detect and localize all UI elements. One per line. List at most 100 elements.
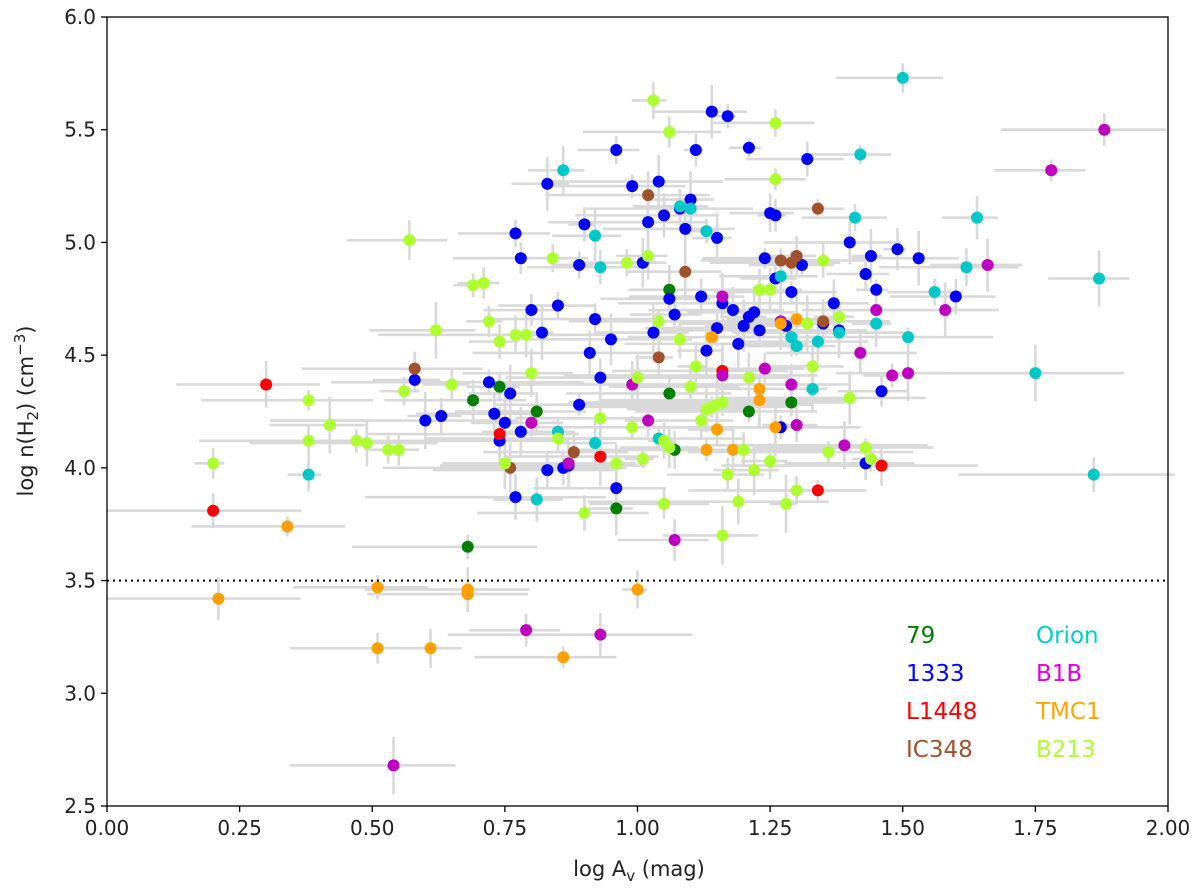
data-point-79 (467, 394, 480, 407)
data-point-1333 (604, 333, 617, 346)
data-point-orion (594, 261, 607, 274)
data-point-1333 (482, 376, 495, 389)
data-point-1333 (647, 326, 660, 339)
data-point-b1b (785, 378, 798, 391)
data-point-orion (774, 270, 787, 283)
data-point-1333 (594, 371, 607, 384)
data-point-b213 (578, 506, 591, 519)
data-point-tmc1 (371, 642, 384, 655)
data-point-ic348 (642, 189, 655, 202)
data-point-tmc1 (769, 421, 782, 434)
data-point-79 (663, 283, 676, 296)
data-point-1333 (705, 105, 718, 118)
data-point-1333 (509, 491, 522, 504)
data-points (207, 71, 1111, 772)
data-point-b213 (695, 414, 708, 427)
x-axis-ticks: 0.00 0.25 0.50 0.75 1.00 1.25 1.50 1.75 2.00 (85, 806, 1190, 840)
y-axis-label-subscript: 2 (24, 411, 42, 421)
data-point-tmc1 (711, 423, 724, 436)
data-point-1333 (589, 313, 602, 326)
data-point-b1b (1098, 123, 1111, 136)
data-point-79 (742, 405, 755, 418)
data-point-b213 (610, 457, 623, 470)
data-point-1333 (695, 290, 708, 303)
data-point-b213 (748, 464, 761, 477)
data-point-l1448 (207, 504, 220, 517)
data-point-b213 (769, 116, 782, 129)
data-point-b1b (668, 533, 681, 546)
data-point-tmc1 (753, 394, 766, 407)
data-point-ic348 (408, 362, 421, 375)
data-point-b1b (870, 304, 883, 317)
data-point-b213 (652, 315, 665, 328)
data-point-1333 (748, 306, 761, 319)
data-point-1333 (859, 267, 872, 280)
x-axis-label-subscript: v (626, 867, 635, 885)
data-point-orion (684, 202, 697, 215)
data-point-1333 (875, 385, 888, 398)
data-point-b213 (817, 254, 830, 267)
data-point-orion (1087, 468, 1100, 481)
y-axis-label-end: ) (14, 326, 38, 334)
data-point-1333 (435, 410, 448, 423)
data-point-1333 (891, 243, 904, 256)
data-point-b213 (737, 443, 750, 456)
data-point-79 (493, 380, 506, 393)
data-point-b213 (392, 443, 405, 456)
data-point-1333 (626, 180, 639, 193)
data-point-1333 (700, 344, 713, 357)
data-point-l1448 (594, 450, 607, 463)
data-point-1333 (525, 304, 538, 317)
error-bars (107, 63, 1175, 795)
data-point-tmc1 (371, 581, 384, 594)
data-point-1333 (642, 216, 655, 229)
legend-label: B213 (1036, 737, 1096, 763)
x-tick-label: 0.00 (85, 816, 130, 840)
data-point-1333 (753, 324, 766, 337)
data-point-b1b (1045, 164, 1058, 177)
data-point-1333 (689, 144, 702, 157)
data-point-b213 (382, 443, 395, 456)
y-tick-label: 3.5 (64, 569, 96, 593)
data-point-b213 (769, 173, 782, 186)
data-point-orion (806, 382, 819, 395)
data-point-b213 (753, 283, 766, 296)
data-point-b213 (482, 315, 495, 328)
data-point-b213 (833, 310, 846, 323)
x-tick-label: 0.50 (350, 816, 395, 840)
data-point-b1b (854, 346, 867, 359)
data-point-1333 (827, 297, 840, 310)
data-point-1333 (408, 373, 421, 386)
legend: 79 Orion 1333 B1B L1448 TMC1 IC348 B213 (906, 623, 1101, 763)
data-point-1333 (737, 319, 750, 332)
data-point-orion (870, 317, 883, 330)
data-point-79 (610, 502, 623, 515)
data-point-l1448 (260, 378, 273, 391)
y-axis-label-main: log n(H (14, 420, 38, 496)
data-point-b213 (429, 324, 442, 337)
data-point-b213 (525, 367, 538, 380)
data-point-1333 (801, 153, 814, 166)
data-point-b1b (525, 416, 538, 429)
data-point-tmc1 (281, 520, 294, 533)
legend-label: TMC1 (1035, 699, 1101, 725)
data-point-b213 (620, 256, 633, 269)
y-axis-label-mid: ) (cm (14, 356, 38, 411)
data-point-b213 (631, 371, 644, 384)
y-axis-ticks: 2.5 3.0 3.5 4.0 4.5 5.0 5.5 6.0 (64, 5, 107, 818)
y-tick-label: 4.0 (64, 456, 96, 480)
data-point-b213 (498, 457, 511, 470)
x-tick-label: 1.50 (880, 816, 925, 840)
data-point-b213 (467, 279, 480, 292)
y-tick-label: 5.0 (64, 230, 96, 254)
data-point-1333 (578, 218, 591, 231)
data-point-b213 (859, 441, 872, 454)
x-axis-label: log Av (mag) (573, 857, 705, 885)
data-point-b213 (403, 234, 416, 247)
y-tick-label: 6.0 (64, 5, 96, 29)
data-point-b213 (673, 333, 686, 346)
data-point-1333 (541, 177, 554, 190)
data-point-1333 (949, 290, 962, 303)
data-point-orion (854, 148, 867, 161)
data-point-1333 (732, 337, 745, 350)
